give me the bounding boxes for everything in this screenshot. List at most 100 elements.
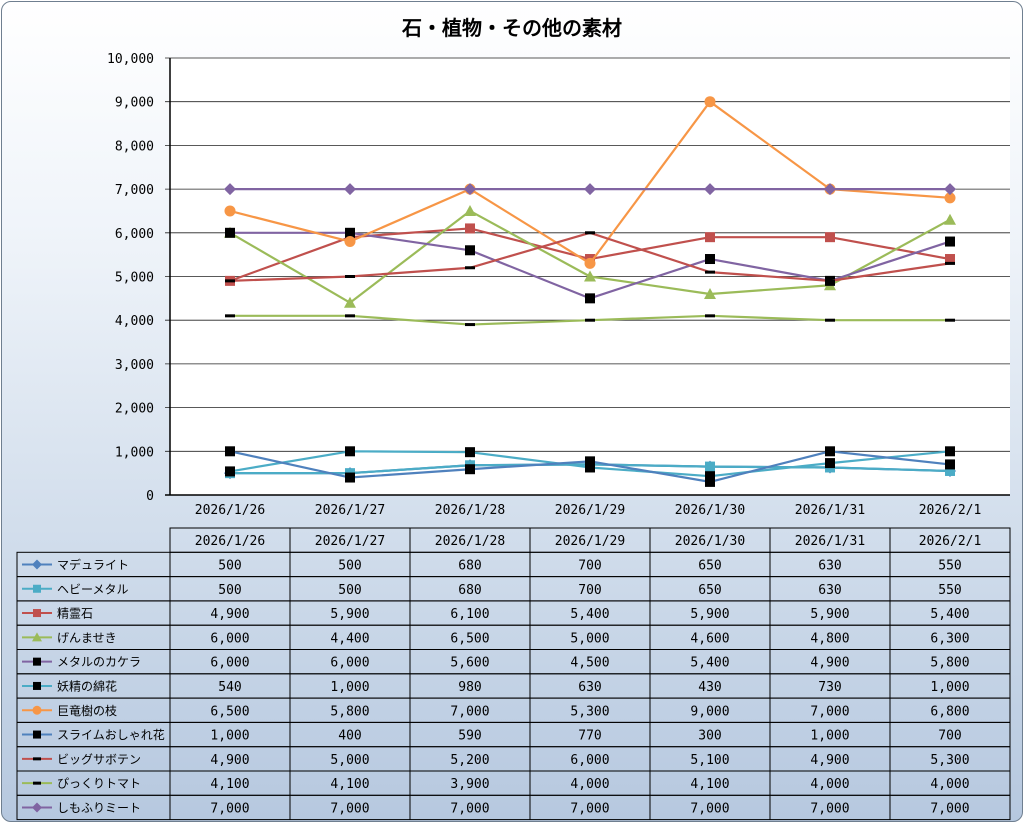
x-tick-label: 2026/1/29 [555,503,625,518]
table-cell: 6,500 [450,631,489,646]
table-cell: 650 [698,558,721,573]
table-cell: 430 [698,680,721,695]
data-point [825,458,835,469]
table-cell: 730 [818,680,841,695]
table-cell: 7,000 [450,704,489,719]
data-point [344,236,356,248]
x-tick-label: 2026/1/26 [195,503,265,518]
data-point [945,254,955,265]
table-cell: 300 [698,729,721,744]
table-row: げんませき 6,000 4,400 6,500 5,000 4,600 4,800 6,300 [16,624,1011,651]
table-cell: 7,000 [330,801,369,816]
data-point [465,447,475,458]
series-name: 巨竜樹の枝 [57,703,117,718]
table-cell: 7,000 [810,704,849,719]
table-cell: 700 [578,558,601,573]
table-cell: 550 [938,583,961,598]
plot-area [224,96,956,487]
table-header-cell: 2026/2/1 [919,534,982,549]
table-cell: 6,000 [210,631,249,646]
table-cell: 400 [338,729,361,744]
series-name: ぴっくりトマト [57,777,141,791]
y-tick-label: 0 [146,489,154,504]
table-cell: 4,000 [810,777,849,792]
series-name: げんませき [57,631,117,645]
table-cell: 500 [218,583,241,598]
legend-key-marker [33,584,41,593]
table-cell: 4,000 [930,777,969,792]
table-row-border [16,721,1011,748]
table-cell: 4,900 [810,656,849,671]
data-table: 2026/1/26 2026/1/27 2026/1/28 2026/1/29 2026… [16,527,1011,821]
data-point [945,261,955,265]
series-11 [224,183,956,196]
data-point [585,462,595,473]
table-cell: 6,500 [210,704,249,719]
data-point [225,446,235,457]
table-cell: 4,100 [330,777,369,792]
table-cell: 700 [578,583,601,598]
data-point [705,476,715,487]
table-cell: 6,800 [930,704,969,719]
table-cell: 6,300 [930,631,969,646]
table-cell: 5,600 [450,656,489,671]
data-point [224,183,236,196]
table-cell: 3,900 [450,777,489,792]
data-point [705,232,715,243]
table-cell: 7,000 [210,801,249,816]
table-cell: 5,400 [570,607,609,622]
data-point [465,245,475,256]
data-point [704,96,716,108]
data-point [945,459,955,470]
series-name: マデュライト [57,557,129,572]
table-cell: 5,800 [930,656,969,671]
data-point [225,279,235,283]
data-point [825,318,835,322]
table-row-border [16,770,1011,796]
y-tick-label: 1,000 [115,445,154,460]
table-cell: 6,000 [210,656,249,671]
y-tick-label: 6,000 [115,227,154,242]
data-point [704,287,716,299]
y-tick-label: 5,000 [115,271,154,286]
x-tick-label: 2026/1/30 [675,503,745,518]
table-cell: 680 [458,558,481,573]
legend-key-marker [33,757,41,761]
table-cell: 500 [218,558,241,573]
table-cell: 4,900 [810,753,849,768]
table-cell: 4,600 [690,631,729,646]
data-point [465,464,475,475]
table-cell: 630 [578,680,601,695]
series-name: スライムおしゃれ花 [57,727,165,742]
table-cell: 650 [698,583,721,598]
data-point [464,204,476,216]
x-tick-label: 2026/1/28 [435,503,505,518]
data-point [464,183,476,196]
legend-key-marker [33,781,41,785]
table-cell: 1,000 [330,680,369,695]
data-point [705,461,715,472]
legend-key-marker [33,730,41,739]
table-row: ビッグサボテン 4,900 5,000 5,200 6,000 5,100 4,900 5,3… [16,746,1011,772]
table-row: メタルのカケラ 6,000 6,000 5,600 4,500 5,400 4,900 5,8… [16,649,1011,675]
table-row: 精霊石 4,900 5,900 6,100 5,400 5,900 5,900 5,400 [16,600,1011,626]
table-cell: 590 [458,729,481,744]
data-point [465,266,475,270]
table-row-border [16,624,1011,651]
table-cell: 1,000 [810,729,849,744]
table-cell: 4,400 [330,631,369,646]
table-cell: 4,100 [690,777,729,792]
series-name: 精霊石 [57,607,93,621]
series-6 [225,446,955,482]
table-cell: 700 [938,729,961,744]
data-point [825,446,835,457]
x-tick-label: 2026/2/1 [919,503,982,518]
x-tick-label: 2026/1/27 [315,503,385,518]
y-tick-label: 3,000 [115,358,154,373]
data-point [584,270,596,282]
table-cell: 9,000 [690,704,729,719]
series-9 [225,231,955,283]
table-cell: 4,500 [570,656,609,671]
table-header-cell: 2026/1/26 [195,534,265,549]
